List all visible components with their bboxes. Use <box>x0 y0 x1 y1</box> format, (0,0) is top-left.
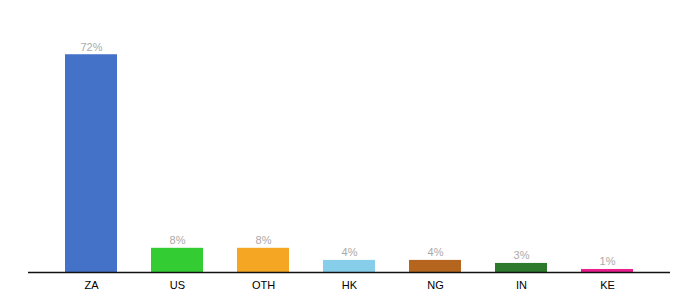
svg-text:4%: 4% <box>428 246 444 258</box>
svg-text:8%: 8% <box>170 234 186 246</box>
svg-text:NG: NG <box>427 279 444 291</box>
svg-text:ZA: ZA <box>84 279 99 291</box>
svg-text:72%: 72% <box>80 41 102 53</box>
svg-text:IN: IN <box>516 279 527 291</box>
svg-text:KE: KE <box>600 279 615 291</box>
svg-text:1%: 1% <box>600 255 616 267</box>
svg-text:HK: HK <box>342 279 358 291</box>
svg-text:OTH: OTH <box>252 279 275 291</box>
svg-text:US: US <box>170 279 185 291</box>
svg-text:8%: 8% <box>256 234 272 246</box>
svg-text:4%: 4% <box>342 246 358 258</box>
svg-text:3%: 3% <box>514 249 530 261</box>
